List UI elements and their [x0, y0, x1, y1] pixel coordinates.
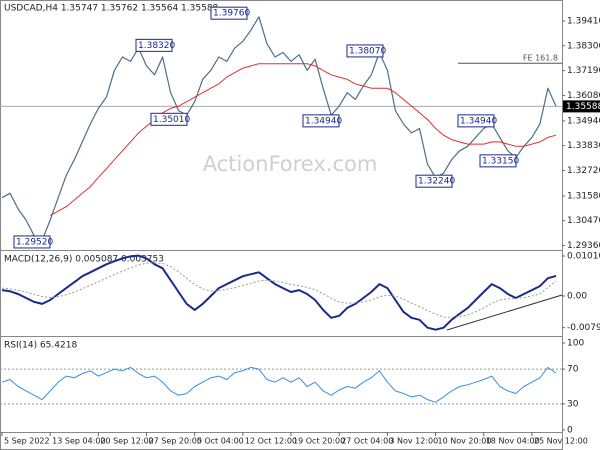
x-tick-label: 13 Sep 04:00 — [52, 437, 105, 446]
watermark: ActionForex.com — [203, 152, 378, 176]
panel-title: MACD(12,26,9) 0.005087 0.003753 — [4, 255, 164, 265]
panel-title: RSI(14) 65.4218 — [4, 341, 77, 351]
series-line — [1, 254, 557, 331]
y-tick-label: 1.30470 — [567, 216, 600, 226]
x-tick-label: 5 Sep 2022 — [4, 437, 50, 446]
y-tick-label: 30 — [567, 399, 579, 409]
level-box — [302, 114, 340, 128]
x-tick-label: 19 Oct 20:00 — [293, 437, 345, 446]
y-tick-label: 1.36080 — [567, 91, 600, 101]
level-box — [210, 6, 248, 20]
y-tick-label: 1.34940 — [567, 116, 600, 126]
y-tick-label: 1.38300 — [567, 41, 600, 51]
x-tick-label: 3 Nov 12:00 — [389, 437, 438, 446]
y-tick-label: -0.007998 — [567, 323, 600, 333]
level-label: 1.29520 — [16, 237, 53, 247]
level-label: 1.34940 — [460, 116, 497, 126]
y-tick-label: 0.00 — [567, 292, 587, 302]
y-tick-label: 1.32720 — [567, 166, 600, 176]
y-tick-label: 0 — [567, 425, 573, 435]
y-tick-label: 70 — [567, 365, 579, 375]
y-tick-label: 1.31580 — [567, 191, 600, 201]
level-label: 1.39760 — [213, 9, 250, 19]
level-label: 1.35010 — [153, 115, 190, 125]
level-box — [135, 38, 173, 52]
panel-title: USDCAD,H4 1.35747 1.35762 1.35564 1.3558… — [4, 4, 219, 14]
level-box — [415, 174, 453, 188]
x-tick-label: 27 Oct 04:00 — [341, 437, 393, 446]
level-box — [457, 114, 495, 128]
y-tick-label: 0.010103 — [567, 252, 600, 262]
level-label: 1.38070 — [349, 46, 386, 56]
y-tick-label: 1.37190 — [567, 66, 600, 76]
y-tick-label: 100 — [567, 339, 584, 349]
y-tick-label: 1.29360 — [567, 241, 600, 251]
level-box — [346, 44, 384, 58]
series-line — [1, 262, 557, 318]
trend-line — [446, 294, 563, 331]
y-tick-label: 1.33830 — [567, 141, 600, 151]
current-price-label: 1.35588 — [566, 102, 600, 112]
level-box — [150, 112, 188, 126]
series-line — [1, 16, 557, 241]
series-line — [49, 63, 557, 217]
x-tick-label: 25 Nov 12:00 — [534, 437, 588, 446]
level-label: 1.38320 — [138, 41, 175, 51]
level-label: 1.33150 — [482, 156, 519, 166]
x-tick-label: 20 Sep 12:00 — [100, 437, 153, 446]
series-line — [1, 366, 557, 403]
x-tick-label: 18 Nov 04:00 — [486, 437, 540, 446]
fe-label: FE 161.8 — [523, 54, 558, 63]
current-price-box — [563, 100, 600, 113]
y-tick-label: 1.39410 — [567, 17, 600, 27]
frame — [0, 0, 563, 450]
level-label: 1.34940 — [305, 116, 342, 126]
x-tick-label: 10 Nov 20:00 — [438, 437, 492, 446]
level-label: 1.32240 — [418, 177, 455, 187]
x-tick-label: 12 Oct 12:00 — [245, 437, 297, 446]
level-box — [13, 235, 51, 249]
x-tick-label: 5 Oct 04:00 — [197, 437, 244, 446]
x-tick-label: 27 Sep 20:00 — [149, 437, 202, 446]
level-box — [479, 154, 517, 168]
